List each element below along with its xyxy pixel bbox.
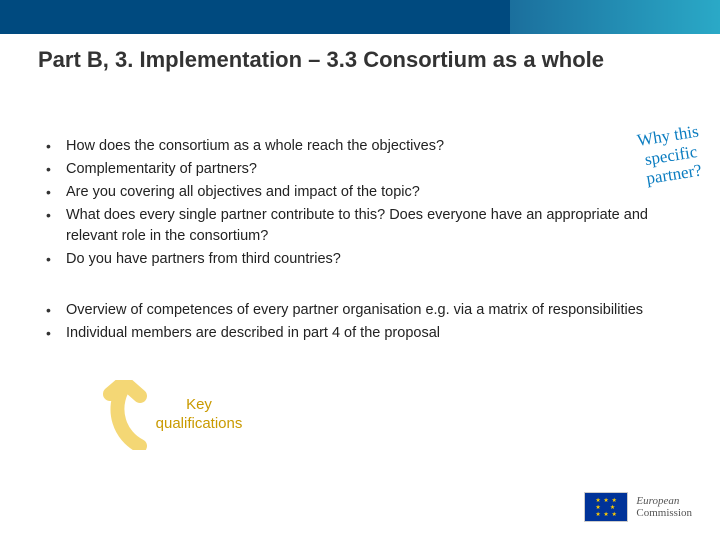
topbar-accent: [510, 0, 720, 34]
list-item: What does every single partner contribut…: [42, 205, 682, 247]
key-line: Key: [134, 396, 264, 415]
list-item: Do you have partners from third countrie…: [42, 249, 682, 270]
list-item: Overview of competences of every partner…: [42, 300, 682, 321]
handwritten-annotation: Why this specific partner?: [636, 122, 706, 190]
list-item: Complementarity of partners?: [42, 159, 682, 180]
footer-line: European: [636, 495, 692, 507]
list-item: Are you covering all objectives and impa…: [42, 182, 682, 203]
key-qualifications-label: Key qualifications: [134, 396, 264, 434]
bullet-list-b: Overview of competences of every partner…: [42, 300, 682, 346]
list-item: Individual members are described in part…: [42, 323, 682, 344]
topbar: [0, 0, 720, 34]
key-line: qualifications: [134, 415, 264, 434]
bullet-list-a: How does the consortium as a whole reach…: [42, 136, 682, 272]
footer-line: Commission: [636, 507, 692, 519]
footer-text: European Commission: [636, 495, 692, 519]
list-item: How does the consortium as a whole reach…: [42, 136, 682, 157]
slide: Part B, 3. Implementation – 3.3 Consorti…: [0, 0, 720, 540]
footer-logo: ★ ★ ★★ ★★ ★ ★ European Commission: [584, 492, 692, 522]
eu-flag-icon: ★ ★ ★★ ★★ ★ ★: [584, 492, 628, 522]
slide-title: Part B, 3. Implementation – 3.3 Consorti…: [38, 46, 678, 74]
bottom-spacer: [0, 534, 720, 540]
eu-stars-icon: ★ ★ ★★ ★★ ★ ★: [585, 493, 627, 521]
